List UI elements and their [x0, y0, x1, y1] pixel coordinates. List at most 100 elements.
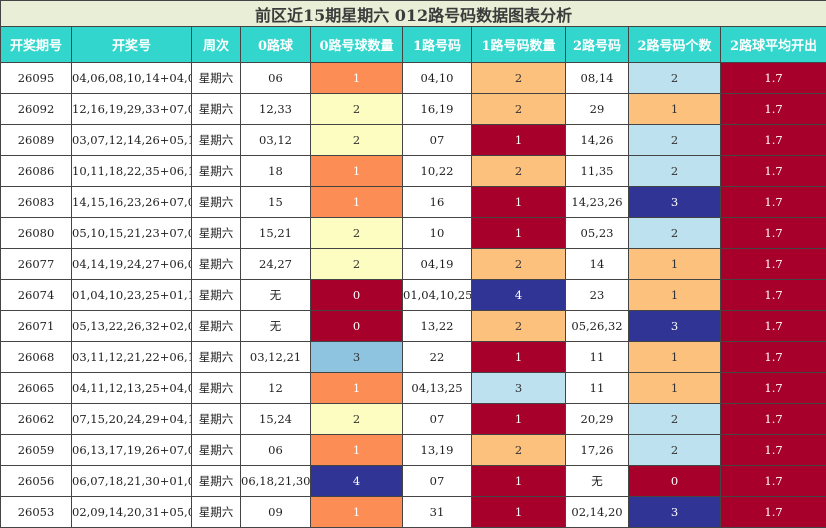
- draw-numbers-cell: 04,14,19,24,27+06,07: [71, 248, 192, 280]
- one-count-cell: 1: [471, 496, 566, 528]
- two-avg-cell: 1.7: [719, 310, 826, 342]
- draw-numbers-cell: 12,16,19,29,33+07,09: [71, 93, 192, 125]
- zero-nums-cell: 09: [240, 496, 311, 528]
- zero-count-cell: 3: [310, 341, 403, 373]
- draw-numbers-cell: 02,09,14,20,31+05,09: [71, 496, 192, 528]
- period-cell: 26065: [0, 372, 72, 404]
- two-nums-cell: 11: [565, 341, 629, 373]
- zero-nums-cell: 03,12: [240, 124, 311, 156]
- weekday-cell: 星期六: [191, 93, 241, 125]
- zero-count-cell: 1: [310, 434, 403, 466]
- weekday-cell: 星期六: [191, 217, 241, 249]
- one-nums-cell: 22: [402, 341, 472, 373]
- one-nums-cell: 16: [402, 186, 472, 218]
- period-cell: 26053: [0, 496, 72, 528]
- two-nums-cell: 29: [565, 93, 629, 125]
- period-cell: 26056: [0, 465, 72, 497]
- draw-numbers-cell: 03,11,12,21,22+06,10: [71, 341, 192, 373]
- table-row: 26092 12,16,19,29,33+07,09 星期六 12,33 2 16,19 2…: [0, 93, 826, 125]
- two-avg-cell: 1.7: [719, 124, 826, 156]
- weekday-cell: 星期六: [191, 248, 241, 280]
- table-row: 26071 05,13,22,26,32+02,03 星期六无 0 13,22 2 05,2…: [0, 310, 826, 342]
- header-two-nums: 2路号码: [565, 26, 629, 63]
- one-nums-cell: 31: [402, 496, 472, 528]
- two-avg-cell: 1.7: [719, 93, 826, 125]
- two-count-cell: 2: [628, 217, 721, 249]
- weekday-cell: 星期六: [191, 155, 241, 187]
- two-count-cell: 2: [628, 403, 721, 435]
- one-nums-cell: 07: [402, 124, 472, 156]
- two-nums-cell: 08,14: [565, 62, 629, 94]
- weekday-cell: 星期六: [191, 403, 241, 435]
- one-count-cell: 1: [471, 403, 566, 435]
- header-two-avg: 2路球平均开出: [719, 26, 826, 63]
- two-count-cell: 1: [628, 248, 721, 280]
- weekday-cell: 星期六: [191, 124, 241, 156]
- table-row: 26095 04,06,08,10,14+04,05 星期六 06 1 04,10 2 08,…: [0, 62, 826, 94]
- two-count-cell: 3: [628, 186, 721, 218]
- header-zero-nums: 0路球: [240, 26, 311, 63]
- zero-count-cell: 2: [310, 403, 403, 435]
- table-row: 26065 04,11,12,13,25+04,08 星期六 12 1 04,13,25 3…: [0, 372, 826, 404]
- one-count-cell: 1: [471, 465, 566, 497]
- period-cell: 26074: [0, 279, 72, 311]
- period-cell: 26086: [0, 155, 72, 187]
- draw-numbers-cell: 10,11,18,22,35+06,12: [71, 155, 192, 187]
- weekday-cell: 星期六: [191, 62, 241, 94]
- one-nums-cell: 04,13,25: [402, 372, 472, 404]
- two-avg-cell: 1.7: [719, 248, 826, 280]
- zero-nums-cell: 06,18,21,30: [240, 465, 311, 497]
- two-avg-cell: 1.7: [719, 496, 826, 528]
- weekday-cell: 星期六: [191, 465, 241, 497]
- table-row: 26074 01,04,10,23,25+01,12 星期六无 0 01,04,10,2…: [0, 279, 826, 311]
- table-row: 26053 02,09,14,20,31+05,09 星期六 09 1 31 1 02,14,…: [0, 496, 826, 528]
- two-nums-cell: 无: [565, 465, 629, 497]
- two-avg-cell: 1.7: [719, 155, 826, 187]
- period-cell: 26080: [0, 217, 72, 249]
- two-count-cell: 1: [628, 372, 721, 404]
- table-row: 26083 14,15,16,23,26+07,09 星期六 15 1 16 1 14,23,…: [0, 186, 826, 218]
- period-cell: 26089: [0, 124, 72, 156]
- two-nums-cell: 20,29: [565, 403, 629, 435]
- two-avg-cell: 1.7: [719, 434, 826, 466]
- two-count-cell: 0: [628, 465, 721, 497]
- two-count-cell: 2: [628, 62, 721, 94]
- one-nums-cell: 13,22: [402, 310, 472, 342]
- one-nums-cell: 07: [402, 465, 472, 497]
- one-nums-cell: 01,04,10,25: [402, 279, 472, 311]
- header-one-nums: 1路号码: [402, 26, 472, 63]
- zero-nums-cell: 06: [240, 62, 311, 94]
- draw-numbers-cell: 05,13,22,26,32+02,03: [71, 310, 192, 342]
- zero-nums-cell: 无: [240, 310, 311, 342]
- zero-nums-cell: 24,27: [240, 248, 311, 280]
- table-row: 26086 10,11,18,22,35+06,12 星期六 18 1 10,22 2 11,…: [0, 155, 826, 187]
- zero-nums-cell: 无: [240, 279, 311, 311]
- two-avg-cell: 1.7: [719, 217, 826, 249]
- table-row: 26062 07,15,20,24,29+04,10 星期六 15,24 2 07 1 20,…: [0, 403, 826, 435]
- two-avg-cell: 1.7: [719, 62, 826, 94]
- two-nums-cell: 11: [565, 372, 629, 404]
- one-nums-cell: 10,22: [402, 155, 472, 187]
- zero-nums-cell: 06: [240, 434, 311, 466]
- table-title: 前区近15期星期六 012路号码数据图表分析: [0, 0, 826, 27]
- period-cell: 26062: [0, 403, 72, 435]
- period-cell: 26068: [0, 341, 72, 373]
- period-cell: 26095: [0, 62, 72, 94]
- zero-nums-cell: 15,21: [240, 217, 311, 249]
- two-avg-cell: 1.7: [719, 341, 826, 373]
- table-row: 26059 06,13,17,19,26+07,08 星期六 06 1 13,19 2 17,…: [0, 434, 826, 466]
- two-avg-cell: 1.7: [719, 403, 826, 435]
- two-nums-cell: 14,26: [565, 124, 629, 156]
- one-nums-cell: 16,19: [402, 93, 472, 125]
- zero-count-cell: 1: [310, 372, 403, 404]
- zero-nums-cell: 15,24: [240, 403, 311, 435]
- zero-nums-cell: 12,33: [240, 93, 311, 125]
- weekday-cell: 星期六: [191, 310, 241, 342]
- zero-count-cell: 1: [310, 155, 403, 187]
- two-avg-cell: 1.7: [719, 372, 826, 404]
- draw-numbers-cell: 01,04,10,23,25+01,12: [71, 279, 192, 311]
- one-count-cell: 4: [471, 279, 566, 311]
- one-nums-cell: 04,19: [402, 248, 472, 280]
- header-row: 开奖期号 开奖号 周次 0路球 0路号球数量 1路号码 1路号码数量 2路号码 …: [0, 26, 826, 63]
